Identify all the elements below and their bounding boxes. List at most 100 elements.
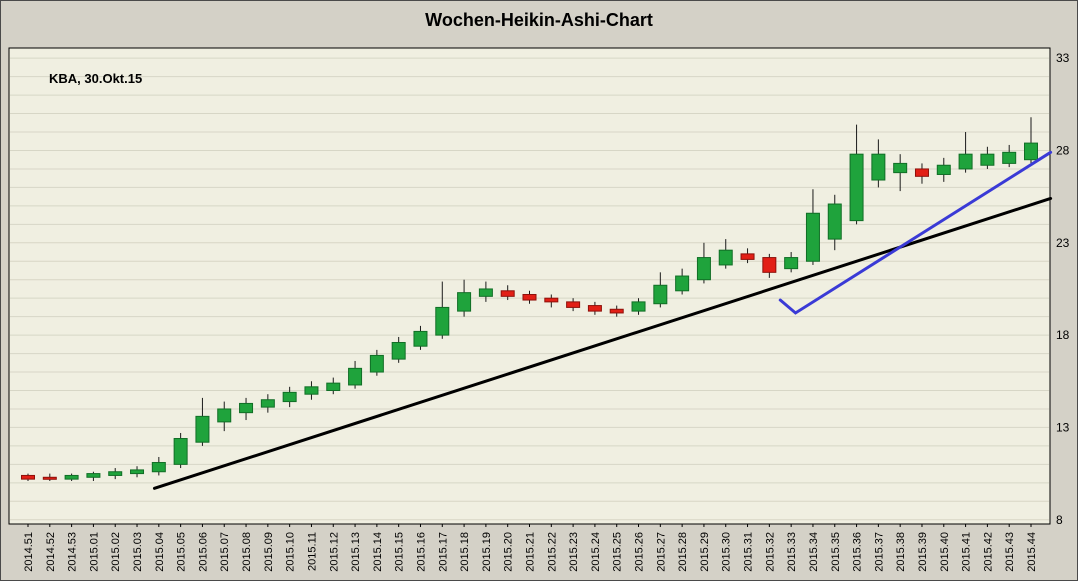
x-axis-label: 2015.25 <box>612 532 624 572</box>
x-axis-label: 2015.09 <box>263 532 275 572</box>
candle-2015.10 <box>282 386 297 408</box>
candle-2015.29 <box>696 242 711 284</box>
x-axis-label: 2015.16 <box>415 532 427 572</box>
candle-body-up <box>195 415 210 443</box>
candle-2015.14 <box>369 349 384 376</box>
x-axis-label: 2015.28 <box>677 532 689 572</box>
candle-2015.04 <box>151 456 166 476</box>
candle-2015.08 <box>239 397 254 421</box>
candle-body-up <box>130 469 145 475</box>
candle-body-up <box>369 354 384 373</box>
y-axis-label: 28 <box>1056 143 1070 157</box>
candle-2015.02 <box>108 468 123 480</box>
x-axis-label: 2015.30 <box>721 532 733 572</box>
x-axis-label: 2015.29 <box>699 532 711 572</box>
candle-2015.23 <box>566 298 581 312</box>
y-axis-label: 8 <box>1056 513 1063 527</box>
x-axis-labels: 2014.51 2014.52 2014.53 2015.01 2015.02 2015.… <box>23 532 1038 572</box>
x-axis-label: 2015.23 <box>568 532 580 572</box>
y-axis-label: 13 <box>1056 420 1070 434</box>
x-axis-label: 2015.12 <box>328 532 340 572</box>
x-axis-label: 2015.08 <box>241 532 253 572</box>
candle-body-up <box>980 153 995 166</box>
candle-body-up <box>631 301 646 312</box>
candle-2015.30 <box>718 239 733 269</box>
candle-2015.15 <box>391 336 406 363</box>
candle-body-up <box>391 341 406 360</box>
x-axis-label: 2015.20 <box>503 532 515 572</box>
x-axis-label: 2015.41 <box>961 532 973 572</box>
x-axis-label: 2015.37 <box>873 532 885 572</box>
candle-2015.22 <box>544 294 559 308</box>
x-axis-label: 2015.05 <box>176 532 188 572</box>
x-axis-label: 2015.27 <box>655 532 667 572</box>
x-axis-label: 2015.21 <box>525 532 537 572</box>
candle-body-up <box>326 382 341 392</box>
candle-2015.07 <box>217 401 232 432</box>
candle-body-down <box>21 474 35 480</box>
candle-body-down <box>914 168 929 177</box>
x-axis-label: 2015.24 <box>590 532 602 572</box>
y-axis-labels: 8 13 18 23 28 33 <box>1056 51 1070 527</box>
candle-body-down <box>522 293 537 301</box>
x-axis-label: 2015.42 <box>982 532 994 572</box>
candle-2015.12 <box>326 377 341 395</box>
candle-body-down <box>566 301 581 308</box>
candle-2015.40 <box>936 157 951 182</box>
candle-2015.36 <box>849 124 864 225</box>
candle-2015.25 <box>609 305 624 317</box>
x-axis-label: 2015.10 <box>285 532 297 572</box>
x-axis-ticks <box>27 524 1032 527</box>
candle-body-up <box>958 153 973 170</box>
candle-body-up <box>435 306 450 336</box>
candle-body-down <box>587 305 602 312</box>
candle-body-up <box>936 164 951 175</box>
candle-2015.39 <box>914 163 929 184</box>
candle-body-up <box>108 471 123 476</box>
candle-2015.18 <box>457 279 472 317</box>
chart-title: Wochen-Heikin-Ashi-Chart <box>425 10 653 30</box>
candle-2015.41 <box>958 132 973 173</box>
candle-2015.31 <box>740 248 755 264</box>
candle-body-up <box>151 462 166 473</box>
candle-body-up <box>413 330 428 347</box>
x-axis-label: 2015.04 <box>154 532 166 572</box>
candle-2015.19 <box>478 281 493 302</box>
candle-body-up <box>1024 142 1038 161</box>
x-axis-label: 2015.17 <box>437 532 449 572</box>
x-axis-label: 2015.31 <box>743 532 755 572</box>
candle-2015.28 <box>675 268 690 295</box>
x-axis-label: 2015.44 <box>1026 532 1038 572</box>
candle-body-up <box>784 257 799 270</box>
x-axis-label: 2015.43 <box>1004 532 1016 572</box>
candle-body-up <box>64 474 79 480</box>
candle-body-up <box>805 212 820 262</box>
candle-body-up <box>675 275 690 292</box>
x-axis-label: 2015.14 <box>372 532 384 572</box>
candle-body-up <box>893 162 908 174</box>
candle-2015.27 <box>653 272 668 308</box>
candle-2015.43 <box>1002 144 1017 168</box>
y-axis-label: 18 <box>1056 328 1070 342</box>
candle-body-up <box>282 391 297 403</box>
candle-body-up <box>86 473 101 478</box>
x-axis-label: 2015.06 <box>197 532 209 572</box>
x-axis-label: 2015.15 <box>394 532 406 572</box>
candle-body-up <box>217 408 232 423</box>
candle-body-up <box>696 257 711 281</box>
candle-body-down <box>42 476 57 480</box>
candle-body-down <box>762 257 777 273</box>
x-axis-label: 2015.35 <box>830 532 842 572</box>
y-axis-label: 23 <box>1056 236 1070 250</box>
x-axis-label: 2015.03 <box>132 532 144 572</box>
candle-2015.33 <box>784 252 799 273</box>
x-axis-label: 2015.22 <box>546 532 558 572</box>
candle-2015.35 <box>827 194 842 251</box>
candle-2015.13 <box>348 360 363 389</box>
candles <box>21 117 1038 481</box>
candle-2015.11 <box>304 381 319 400</box>
x-axis-label: 2015.07 <box>219 532 231 572</box>
candle-2015.17 <box>435 281 450 339</box>
x-axis-label: 2015.33 <box>786 532 798 572</box>
